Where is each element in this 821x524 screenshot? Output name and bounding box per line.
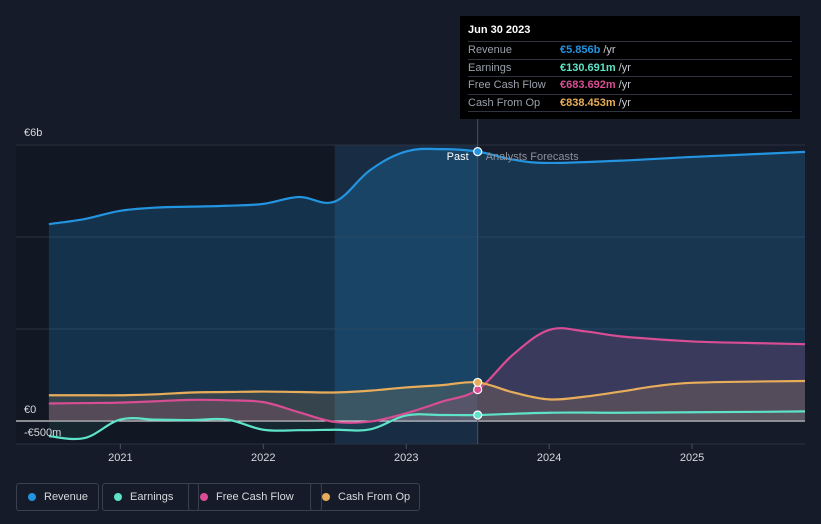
- cash-from-op-line: [48, 379, 806, 401]
- tooltip-value: €683.692m/yr: [560, 79, 631, 91]
- tooltip-label: Cash From Op: [468, 96, 541, 109]
- legend-label: Free Cash Flow: [216, 491, 294, 503]
- earnings-area: [48, 411, 805, 440]
- legend-item-free-cash-flow[interactable]: Free Cash Flow: [188, 483, 322, 511]
- legend-label: Cash From Op: [338, 491, 411, 503]
- earnings-marker: [473, 410, 483, 420]
- tooltip-value: €130.691m/yr: [560, 61, 631, 74]
- legend-item-earnings[interactable]: Earnings: [102, 483, 199, 511]
- legend-dot-icon: [322, 493, 330, 501]
- x-tick-label-2021: 2021: [108, 452, 132, 464]
- tooltip-row-cash-from-op: Cash From Op €838.453m/yr: [468, 95, 792, 112]
- y-label-top: €6b: [24, 127, 42, 139]
- revenue-line: [48, 147, 806, 226]
- revenue-marker: [473, 147, 483, 157]
- x-tick-label-2024: 2024: [537, 452, 561, 464]
- legend-item-cash-from-op[interactable]: Cash From Op: [310, 483, 420, 511]
- cash-from-op-marker: [473, 377, 483, 388]
- legend-dot-icon: [28, 493, 36, 501]
- tooltip-row-earnings: Earnings €130.691m/yr: [468, 60, 792, 77]
- forecast-label: Analysts Forecasts: [486, 151, 579, 163]
- x-tick-label-2025: 2025: [680, 452, 704, 464]
- x-tick-label-2023: 2023: [394, 452, 418, 464]
- tooltip-row-free-cash-flow: Free Cash Flow €683.692m/yr: [468, 77, 792, 95]
- x-tick-label-2022: 2022: [251, 452, 275, 464]
- tooltip-date: Jun 30 2023: [468, 24, 792, 42]
- free-cash-flow-line: [48, 327, 806, 425]
- tooltip-label: Earnings: [468, 61, 512, 74]
- tooltip-row-revenue: Revenue €5.856b/yr: [468, 42, 792, 60]
- earnings-line: [48, 410, 806, 441]
- highlight-range: [334, 145, 478, 444]
- free-cash-flow-area: [48, 328, 805, 423]
- legend-item-revenue[interactable]: Revenue: [16, 483, 99, 511]
- past-label: Past: [447, 151, 469, 163]
- cash-from-op-area: [48, 380, 805, 421]
- tooltip-label: Free Cash Flow: [468, 79, 546, 91]
- tooltip-label: Revenue: [468, 44, 513, 56]
- legend-dot-icon: [114, 493, 122, 501]
- legend-label: Revenue: [44, 491, 89, 503]
- tooltip-value: €838.453m/yr: [560, 96, 631, 109]
- legend-dot-icon: [200, 493, 208, 501]
- y-label-bottom: -€500m: [24, 427, 61, 439]
- tooltip-value: €5.856b/yr: [560, 44, 616, 56]
- y-label-zero: €0: [24, 404, 36, 416]
- revenue-area: [48, 148, 805, 421]
- legend-label: Earnings: [130, 491, 174, 503]
- data-tooltip: Jun 30 2023 Revenue €5.856b/yr Earnings …: [460, 16, 800, 119]
